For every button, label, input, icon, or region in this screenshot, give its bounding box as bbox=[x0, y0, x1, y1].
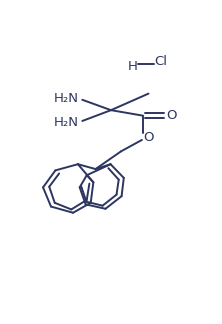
Text: O: O bbox=[166, 109, 176, 122]
Text: H₂N: H₂N bbox=[54, 91, 79, 105]
Text: O: O bbox=[143, 131, 154, 144]
Text: Cl: Cl bbox=[154, 55, 167, 68]
Text: H: H bbox=[128, 60, 138, 73]
Text: H₂N: H₂N bbox=[54, 116, 79, 129]
